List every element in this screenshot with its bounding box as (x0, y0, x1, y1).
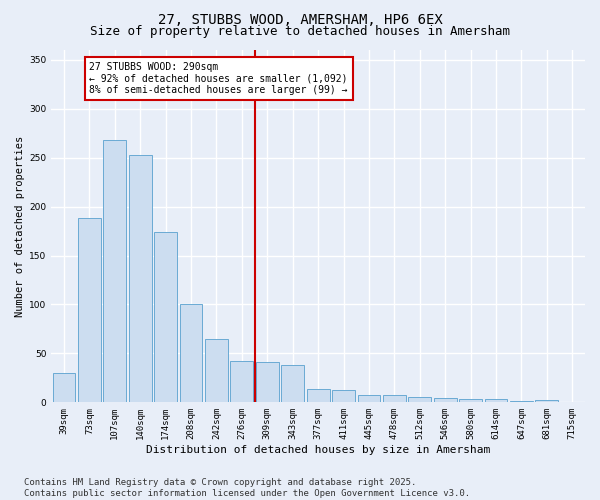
Bar (103, 140, 126, 402)
Text: Contains HM Land Registry data © Crown copyright and database right 2025.
Contai: Contains HM Land Registry data © Crown c… (24, 478, 470, 498)
Text: Size of property relative to detached houses in Amersham: Size of property relative to detached ho… (90, 25, 510, 38)
Y-axis label: Number of detached properties: Number of detached properties (15, 136, 25, 317)
Bar (332, 390, 355, 402)
Bar (129, 154, 152, 402)
Bar (256, 362, 279, 403)
Bar (485, 400, 508, 402)
Bar (78, 218, 101, 402)
Bar (535, 400, 559, 402)
Bar (383, 396, 406, 402)
Bar (459, 400, 482, 402)
Text: 27 STUBBS WOOD: 290sqm
← 92% of detached houses are smaller (1,092)
8% of semi-d: 27 STUBBS WOOD: 290sqm ← 92% of detached… (89, 62, 348, 95)
Bar (358, 394, 380, 402)
Bar (307, 388, 329, 402)
Bar (179, 304, 202, 402)
X-axis label: Distribution of detached houses by size in Amersham: Distribution of detached houses by size … (146, 445, 490, 455)
Bar (205, 338, 228, 402)
Text: 27, STUBBS WOOD, AMERSHAM, HP6 6EX: 27, STUBBS WOOD, AMERSHAM, HP6 6EX (158, 12, 442, 26)
Bar (281, 365, 304, 403)
Bar (154, 232, 177, 402)
Bar (230, 361, 253, 403)
Bar (409, 398, 431, 402)
Bar (53, 373, 76, 402)
Bar (434, 398, 457, 402)
